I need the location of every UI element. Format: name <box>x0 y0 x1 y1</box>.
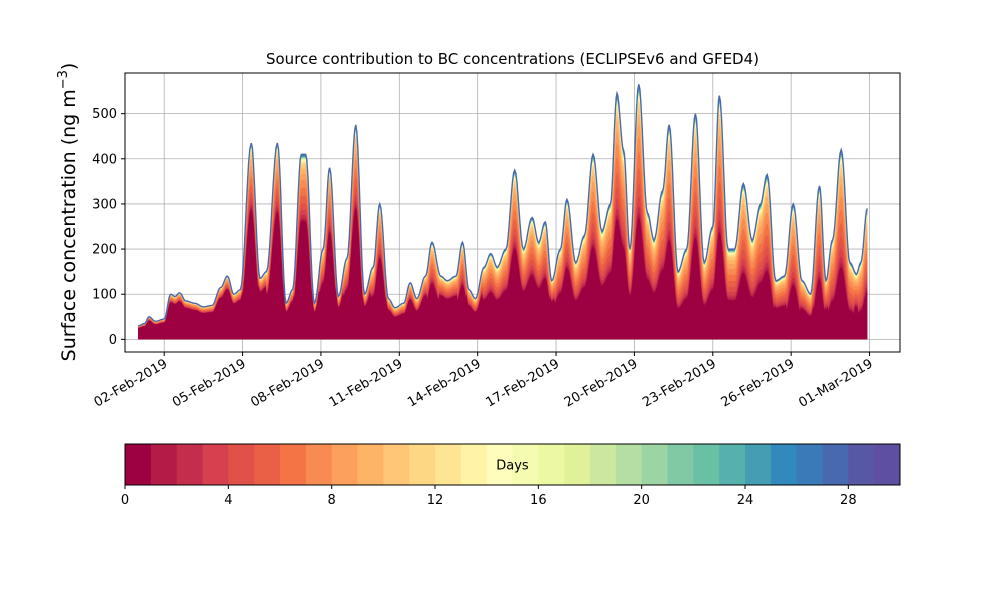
y-axis-label-main: Surface concentration (ng m <box>58 89 80 361</box>
colorbar-swatch-day-18 <box>590 444 617 485</box>
colorbar: Days 0 4 8 12 16 20 24 28 <box>121 443 901 508</box>
colorbar-swatch-day-9 <box>357 444 384 485</box>
y-tick-label: 300 <box>92 197 117 212</box>
colorbar-swatch-day-19 <box>615 444 643 485</box>
plot-frame <box>124 72 901 353</box>
y-axis-label-superscript: −3 <box>56 70 71 89</box>
area-layer-day-0 <box>138 207 868 340</box>
colorbar-swatch-day-13 <box>460 444 488 485</box>
plot-area: 0 100 200 300 400 500 02-Feb-2019 05-Feb-2019 08… <box>92 72 901 411</box>
y-tick-label: 500 <box>92 107 117 122</box>
colorbar-swatch-day-16 <box>538 444 565 485</box>
colorbar-swatch-day-15 <box>512 444 539 485</box>
colorbar-swatch-day-7 <box>305 444 333 485</box>
x-tick-label: 23-Feb-2019 <box>640 356 719 410</box>
colorbar-swatch-day-26 <box>796 444 823 485</box>
x-tick-label: 14-Feb-2019 <box>405 356 484 410</box>
colorbar-swatch-day-10 <box>383 444 410 485</box>
colorbar-swatch-day-23 <box>719 444 746 485</box>
colorbar-swatch-day-28 <box>848 444 875 485</box>
colorbar-frame <box>124 443 901 486</box>
colorbar-swatch-day-4 <box>228 444 255 485</box>
colorbar-swatch-day-27 <box>822 444 849 485</box>
x-tick-label: 01-Mar-2019 <box>796 356 875 410</box>
colorbar-tick-label: 8 <box>328 493 336 508</box>
colorbar-swatch-day-8 <box>331 444 358 485</box>
x-tick-label: 02-Feb-2019 <box>92 356 171 410</box>
colorbar-tick-label: 28 <box>840 493 857 508</box>
colorbar-tick-label: 20 <box>633 493 650 508</box>
colorbar-tick-label: 16 <box>530 493 547 508</box>
colorbar-swatch-day-24 <box>745 444 772 485</box>
colorbar-label: Days <box>496 459 529 474</box>
x-tick-label: 08-Feb-2019 <box>248 356 327 410</box>
colorbar-swatch-day-11 <box>409 444 436 485</box>
colorbar-swatch-day-22 <box>693 444 720 485</box>
colorbar-swatch-day-20 <box>641 444 668 485</box>
colorbar-swatch-day-5 <box>254 444 281 485</box>
colorbar-swatch-day-3 <box>202 444 229 485</box>
colorbar-swatch-day-29 <box>874 444 901 485</box>
colorbar-swatch-day-21 <box>667 444 694 485</box>
y-tick-label: 400 <box>92 152 117 167</box>
total-series-line <box>138 84 868 327</box>
x-tick-label: 26-Feb-2019 <box>719 356 798 410</box>
colorbar-swatch-day-6 <box>280 444 307 485</box>
y-tick-label: 100 <box>92 288 117 303</box>
colorbar-swatch-day-25 <box>770 444 798 485</box>
colorbar-swatch-day-17 <box>564 444 591 485</box>
x-tick-label: 17-Feb-2019 <box>483 356 562 410</box>
y-tick-label: 0 <box>109 333 117 348</box>
colorbar-swatch-day-2 <box>176 444 203 485</box>
x-tick-label: 11-Feb-2019 <box>327 356 406 410</box>
colorbar-swatch-day-12 <box>435 444 462 485</box>
colorbar-tick-label: 0 <box>121 493 129 508</box>
chart-title: Source contribution to BC concentrations… <box>266 50 759 68</box>
y-axis-label-close: ) <box>58 63 80 70</box>
colorbar-tick-label: 12 <box>427 493 444 508</box>
y-tick-label: 200 <box>92 243 117 258</box>
x-tick-label: 05-Feb-2019 <box>170 356 249 410</box>
colorbar-swatch-day-1 <box>150 444 178 485</box>
colorbar-swatch-day-14 <box>486 444 513 485</box>
y-axis-label: Surface concentration (ng m−3) <box>56 63 80 362</box>
x-tick-label: 20-Feb-2019 <box>562 356 641 410</box>
colorbar-swatch-day-0 <box>125 444 152 485</box>
colorbar-tick-label: 4 <box>224 493 232 508</box>
colorbar-tick-label: 24 <box>737 493 754 508</box>
